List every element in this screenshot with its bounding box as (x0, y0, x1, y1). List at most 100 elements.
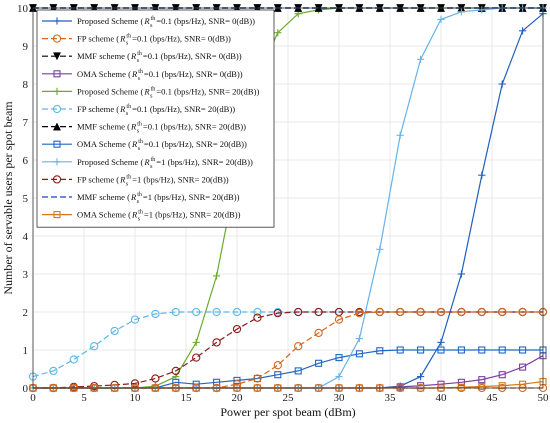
legend-marker (53, 158, 61, 166)
data-point (417, 373, 425, 381)
data-point (233, 376, 241, 384)
legend-superscript: th (137, 192, 142, 198)
x-tick-label: 25 (283, 392, 295, 404)
data-point (90, 342, 99, 351)
y-tick-label: 4 (23, 231, 29, 243)
legend-label-post: =0.1 (bps/Hz), SNR= 20(dB)) (144, 139, 247, 149)
legend-marker (52, 122, 62, 131)
data-point (315, 359, 323, 367)
data-point (355, 308, 364, 318)
data-point (478, 6, 486, 14)
legend-subscript: s (138, 217, 141, 223)
legend-symbol: R (130, 122, 137, 132)
legend-subscript: s (137, 129, 140, 135)
data-point (519, 363, 527, 371)
x-tick-labels: 0 5 10 15 20 25 30 35 40 45 50 (30, 392, 549, 404)
legend-superscript: th (126, 104, 131, 110)
legend-subscript: s (150, 93, 153, 99)
legend-superscript: th (126, 34, 131, 40)
data-point (212, 338, 221, 347)
data-point (376, 245, 384, 253)
data-point (253, 374, 262, 383)
x-tick-label: 30 (334, 392, 346, 404)
data-point (436, 307, 446, 317)
legend-subscript: s (137, 199, 140, 205)
y-tick-label: 5 (23, 193, 29, 205)
legend-subscript: s (126, 111, 129, 117)
data-point (274, 29, 282, 37)
legend-label-pre: FP scheme ( (77, 34, 119, 44)
legend-symbol: R (131, 139, 138, 149)
legend-label-post: =0.1 (bps/Hz), SNR= 20(dB)) (143, 122, 246, 132)
legend-label-post: =1 (bps/Hz), SNR= 20(dB)) (144, 210, 241, 220)
data-point (396, 131, 404, 139)
legend-symbol: R (143, 16, 150, 26)
x-tick-label: 5 (81, 392, 87, 404)
data-point (171, 366, 180, 376)
legend-label-pre: FP scheme ( (77, 104, 119, 114)
y-tick-label: 7 (23, 117, 29, 129)
data-point (192, 353, 201, 362)
data-point (375, 307, 384, 317)
data-point (294, 367, 302, 375)
y-tick-label: 8 (23, 79, 29, 91)
legend-label-post: =0.1 (bps/Hz), SNR= 20(dB)) (156, 86, 259, 96)
y-tick-label: 1 (23, 345, 29, 357)
data-point (498, 307, 507, 317)
data-point (314, 328, 323, 338)
data-point (457, 307, 466, 317)
data-point (273, 361, 282, 370)
legend-superscript: th (137, 51, 142, 57)
data-point (437, 346, 445, 354)
y-tick-label: 3 (23, 269, 29, 281)
legend-label-pre: Proposed Scheme ( (77, 16, 143, 26)
legend-label-post: =1 (bps/Hz), SNR= 20(dB)) (132, 174, 229, 184)
data-point (478, 346, 486, 354)
legend-subscript: s (126, 181, 129, 187)
legend-symbol: R (131, 210, 138, 220)
legend-symbol: R (131, 69, 138, 79)
x-axis-label: Power per spot beam (dBm) (220, 405, 355, 419)
data-point (457, 383, 465, 391)
legend-subscript: s (150, 164, 153, 170)
legend-superscript: th (138, 210, 143, 216)
legend-label-pre: MMF scheme ( (77, 122, 130, 132)
data-point (498, 371, 506, 379)
data-point (376, 347, 384, 355)
data-point (314, 307, 323, 317)
x-tick-label: 50 (538, 392, 550, 404)
data-point (437, 15, 445, 23)
legend-label-pre: MMF scheme ( (77, 192, 130, 202)
legend-label-pre: MMF scheme ( (77, 51, 130, 61)
legend-symbol: R (143, 157, 150, 167)
legend-marker (53, 140, 61, 148)
data-point (355, 350, 363, 358)
legend-symbol: R (119, 174, 126, 184)
legend-label-pre: OMA Scheme ( (77, 210, 131, 220)
data-point (253, 374, 261, 383)
legend-symbol: R (130, 51, 137, 61)
data-point (130, 379, 140, 388)
legend-label-post: =0.1 (bps/Hz), SNR= 20(dB)) (132, 104, 235, 114)
legend-superscript: th (138, 69, 143, 75)
legend-superscript: th (138, 139, 143, 145)
data-point (457, 346, 465, 354)
y-tick-label: 9 (23, 41, 29, 53)
data-point (457, 270, 465, 278)
x-tick-label: 35 (385, 392, 397, 404)
legend-superscript: th (151, 16, 156, 22)
data-point (335, 373, 343, 381)
data-point (232, 307, 242, 317)
legend-marker (53, 70, 61, 78)
data-point (110, 326, 119, 336)
legend-symbol: R (143, 86, 150, 96)
